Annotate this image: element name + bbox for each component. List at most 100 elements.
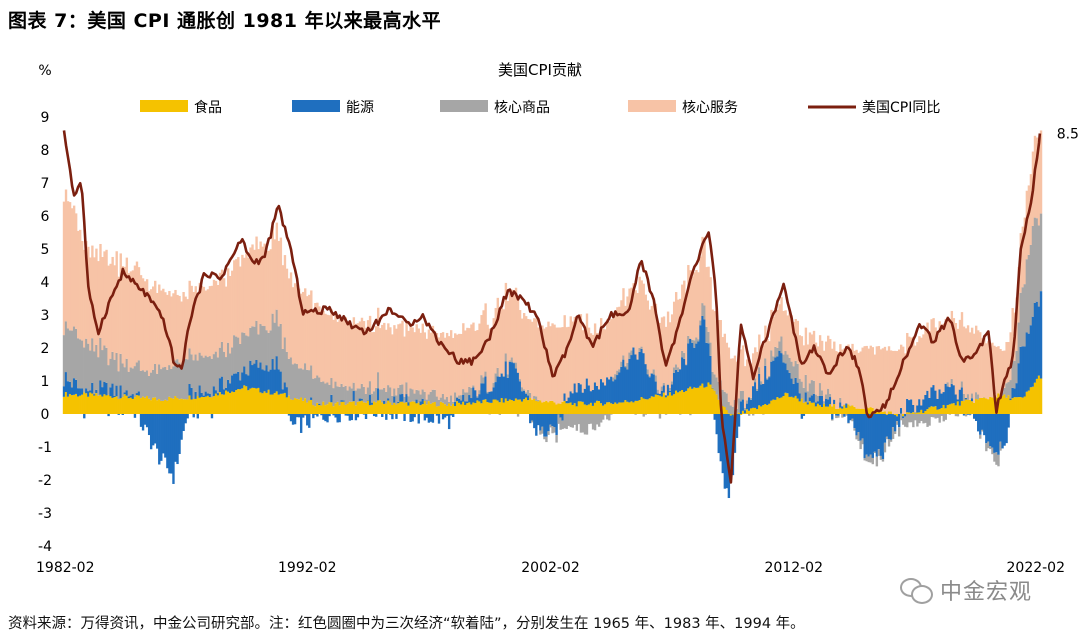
bar-segment-core-goods [220, 341, 224, 377]
bar-segment-core-goods [385, 391, 388, 404]
bar-segment-energy [999, 414, 1002, 442]
bar-segment-core-goods [251, 326, 254, 366]
bar-segment-core-services [790, 315, 793, 362]
bar-segment-core-services [535, 318, 538, 397]
bar-segment-food [902, 414, 905, 417]
bar-segment-core-services [966, 325, 970, 395]
bar-segment-core-services [297, 288, 301, 369]
bar-segment-energy [932, 385, 935, 407]
bar-segment-food [804, 401, 808, 414]
bar-segment-core-services [812, 330, 816, 381]
bar-segment-core-services [857, 352, 860, 409]
bar-segment-food [934, 406, 937, 414]
bar-segment-food [774, 399, 777, 414]
bar-segment-food [235, 390, 238, 414]
bar-segment-food [162, 400, 165, 414]
bar-segment-energy [194, 391, 197, 399]
bar-segment-core-services [283, 255, 287, 338]
bar-segment-core-services [644, 294, 647, 365]
bar-segment-food [443, 404, 447, 414]
bar-segment-core-services [456, 334, 459, 397]
y-tick-label: 1 [41, 374, 50, 390]
bar-segment-energy [737, 414, 741, 427]
bar-segment-core-services [1029, 174, 1033, 245]
bar-segment-core-goods [908, 414, 911, 423]
bar-segment-energy [727, 414, 731, 499]
bar-segment-core-services [652, 297, 656, 370]
bar-segment-energy [739, 401, 743, 414]
bar-segment-food [954, 405, 958, 414]
bar-segment-energy [372, 414, 376, 417]
bar-segment-core-goods [166, 369, 169, 401]
bar-segment-energy [478, 394, 481, 402]
bar-segment-energy [745, 403, 749, 410]
bar-segment-core-services [387, 323, 390, 386]
bar-segment-food [415, 403, 418, 414]
bar-segment-food [350, 401, 354, 414]
bar-segment-energy [229, 383, 232, 393]
bar-segment-energy [616, 375, 619, 404]
bar-segment-food [332, 406, 335, 414]
bar-segment-core-services [129, 271, 133, 368]
bar-segment-core-goods [749, 397, 753, 400]
bar-segment-core-goods [972, 418, 976, 420]
bar-segment-core-services [573, 317, 577, 384]
bar-segment-energy [786, 370, 789, 394]
bar-segment-core-services [281, 265, 285, 349]
bar-segment-core-goods [766, 378, 769, 380]
bar-segment-food [441, 402, 445, 414]
bar-segment-food [549, 400, 552, 414]
bar-segment-energy [650, 373, 654, 397]
bar-segment-food [575, 406, 579, 414]
bar-segment-core-goods [628, 352, 631, 359]
bar-segment-energy [1031, 316, 1035, 387]
bar-segment-food [87, 396, 90, 414]
bar-segment-core-goods [754, 378, 757, 383]
bar-segment-food [589, 402, 593, 414]
bar-segment-core-services [739, 349, 743, 391]
bar-segment-core-services [626, 296, 629, 363]
bar-segment-energy [545, 414, 548, 437]
bar-segment-core-goods [804, 374, 808, 393]
bar-segment-core-goods [731, 406, 735, 414]
bar-segment-core-goods [306, 369, 309, 403]
bar-segment-core-goods [141, 370, 145, 397]
bar-segment-energy [257, 367, 260, 388]
bar-segment-food [261, 393, 264, 414]
bar-segment-core-services [531, 321, 534, 400]
bar-segment-core-goods [407, 396, 410, 403]
bar-segment-food [218, 392, 222, 414]
bar-segment-core-goods [184, 358, 187, 400]
bar-segment-food [216, 395, 220, 414]
bar-segment-core-services [983, 336, 986, 398]
bar-segment-core-services [409, 325, 412, 389]
bar-segment-core-services [833, 341, 836, 400]
bar-segment-food [766, 404, 769, 414]
bar-segment-core-services [993, 345, 996, 399]
bar-segment-food [269, 394, 272, 414]
bar-segment-core-services [484, 303, 487, 372]
bar-segment-food [310, 399, 313, 414]
bar-segment-core-services [178, 295, 181, 363]
bar-segment-core-goods [468, 386, 471, 396]
bar-segment-core-goods [281, 348, 285, 390]
bar-segment-core-services [494, 307, 497, 374]
bar-segment-core-goods [979, 434, 982, 439]
bar-segment-core-services [445, 332, 449, 398]
bar-segment-core-goods [1023, 284, 1027, 347]
bar-segment-food [883, 411, 887, 414]
bar-segment-core-goods [391, 395, 394, 406]
bar-segment-core-services [427, 329, 431, 395]
bar-segment-core-services [95, 248, 98, 345]
bar-segment-core-goods [518, 379, 522, 382]
bar-segment-energy [879, 414, 883, 456]
bar-segment-core-goods [393, 388, 396, 397]
bar-segment-food [760, 406, 763, 414]
bar-segment-food [277, 394, 281, 414]
bar-segment-energy [498, 376, 502, 403]
bar-segment-food [454, 405, 457, 414]
bar-segment-core-goods [857, 432, 860, 441]
bar-segment-food [316, 402, 319, 414]
bar-segment-core-goods [889, 439, 893, 442]
bar-segment-food [283, 392, 287, 414]
